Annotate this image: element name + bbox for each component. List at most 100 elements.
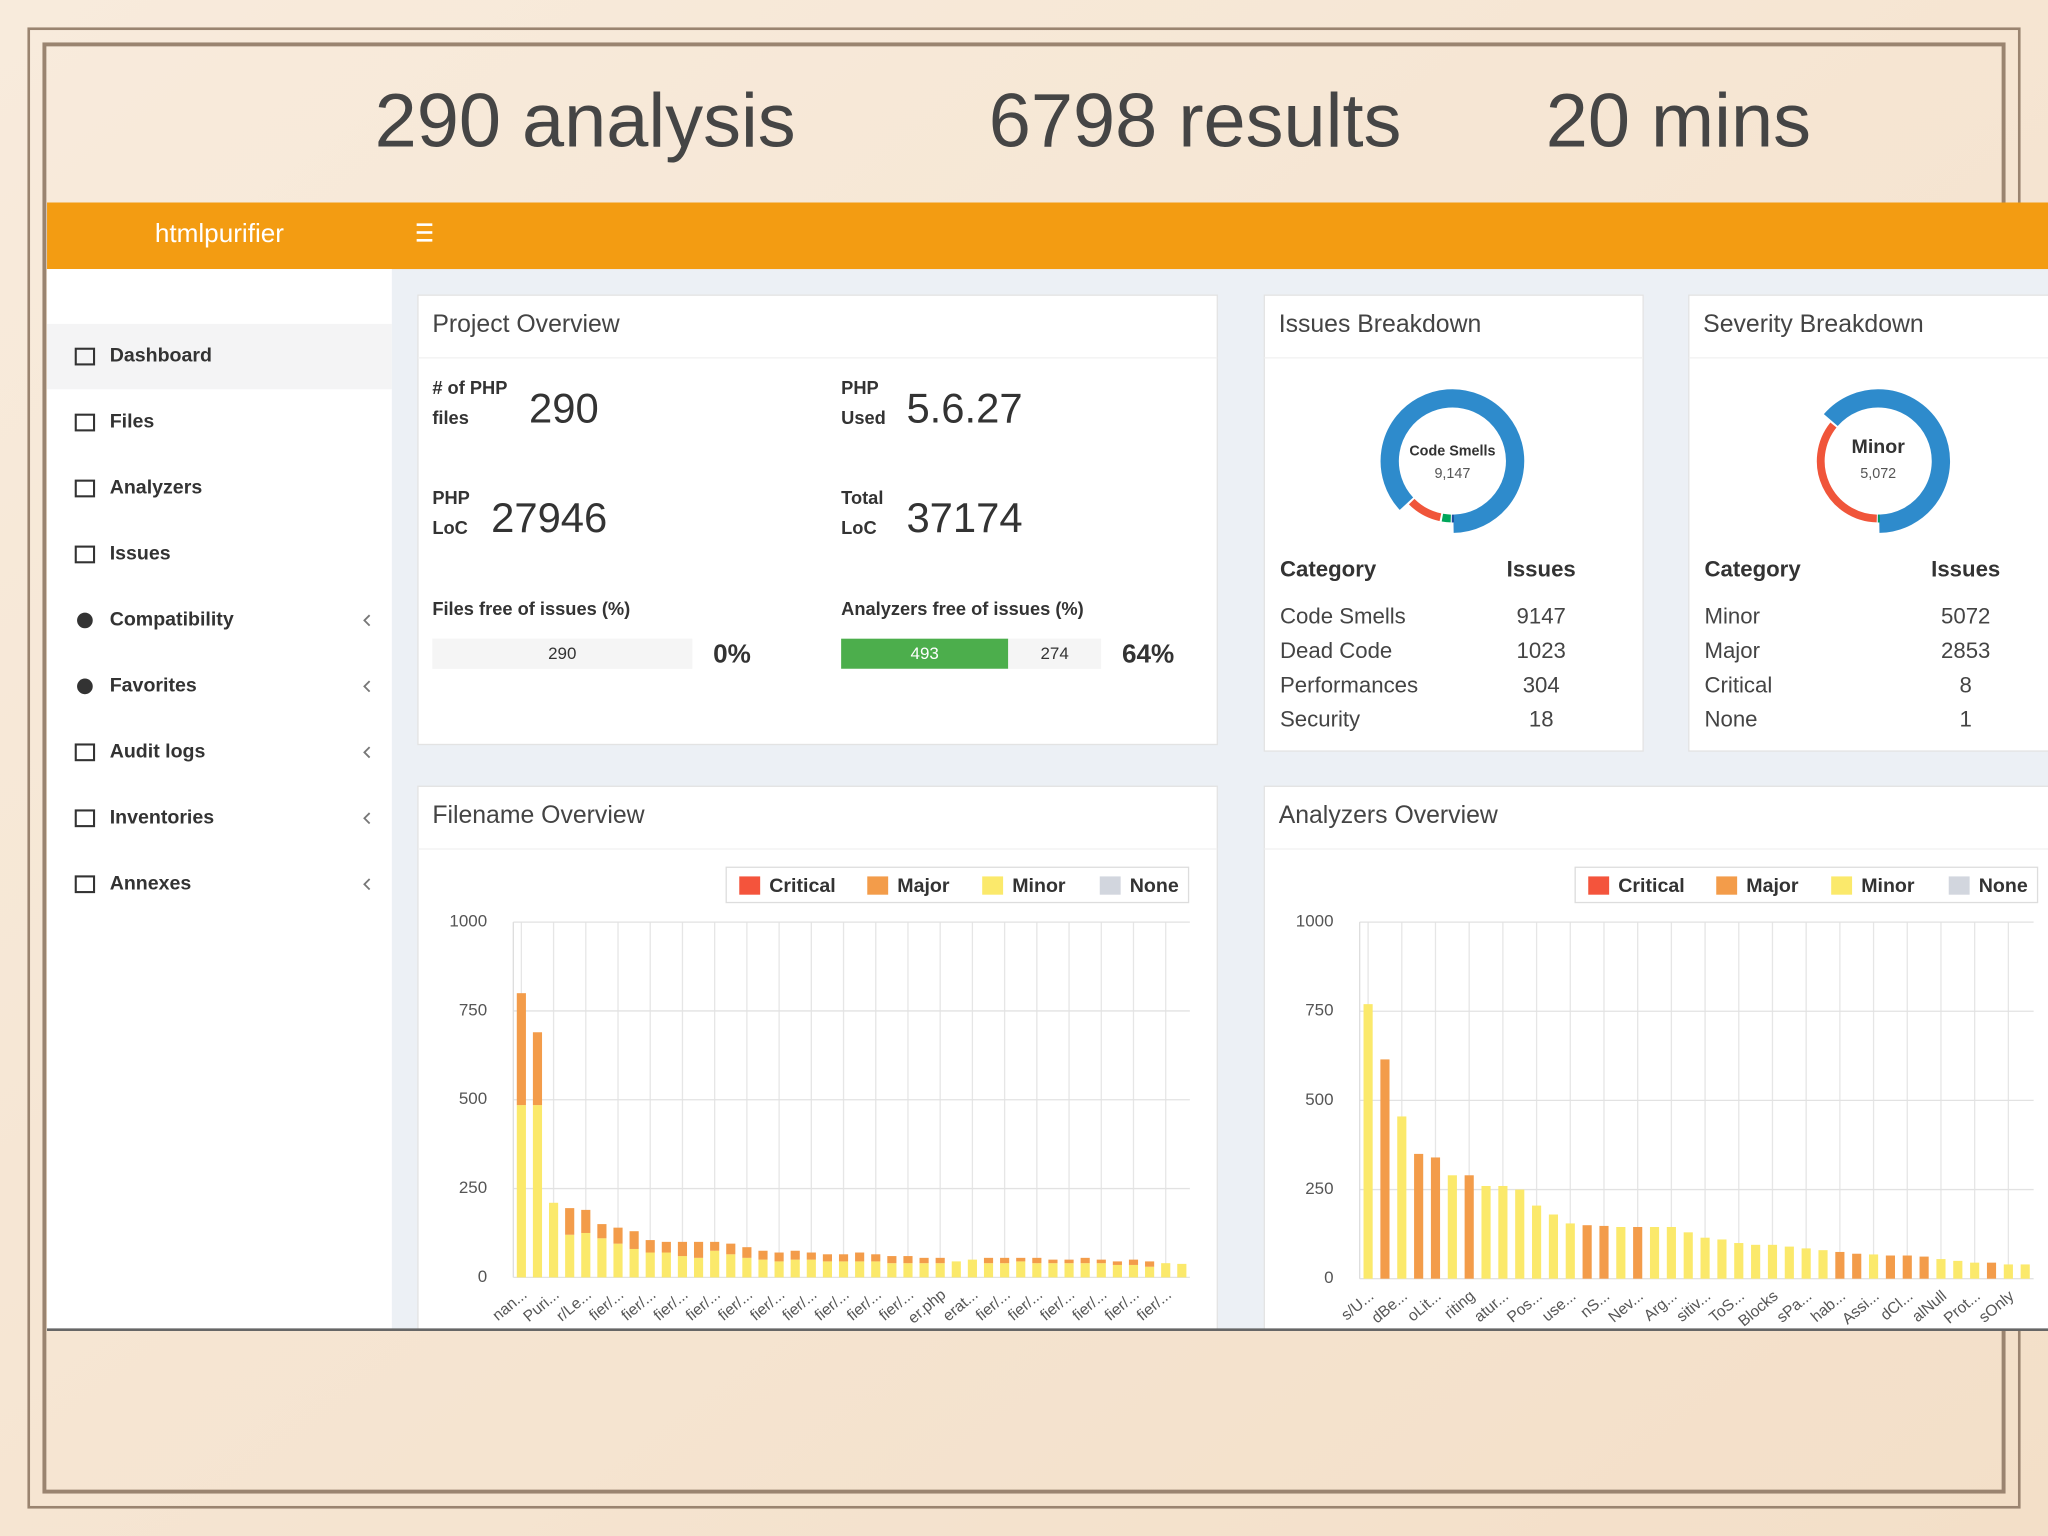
donut-label: Minor <box>1852 436 1906 458</box>
donut-value: 5,072 <box>1860 466 1896 482</box>
donut-segment <box>1816 422 1877 523</box>
bar-segment <box>645 1252 655 1278</box>
bar-segment <box>774 1252 784 1262</box>
bar-segment <box>677 1256 688 1278</box>
bar-segment <box>597 1238 607 1278</box>
nav-item[interactable]: Files <box>110 411 155 433</box>
stat: 20 mins <box>1546 79 1811 164</box>
bar-segment <box>532 1032 543 1106</box>
table-cell: Performances <box>1280 672 1418 697</box>
bar-segment <box>855 1252 865 1262</box>
donut-segment <box>1380 389 1525 533</box>
bar-segment <box>1000 1263 1010 1278</box>
legend-swatch <box>1099 876 1121 895</box>
bar-segment <box>1032 1263 1042 1278</box>
bar-segment <box>1080 1257 1090 1264</box>
bar-segment <box>1112 1261 1122 1265</box>
bar-segment <box>887 1263 897 1278</box>
bar-segment <box>838 1254 849 1262</box>
nav-item[interactable]: Inventories <box>110 806 215 828</box>
bar-segment <box>1717 1239 1727 1279</box>
sidebar <box>47 269 392 1330</box>
progress-segment <box>841 638 1009 669</box>
nav-item[interactable]: Analyzers <box>110 477 203 499</box>
menu-toggle[interactable] <box>416 223 433 242</box>
bar-segment <box>1852 1253 1862 1279</box>
bar-segment <box>726 1243 736 1255</box>
bar-segment <box>516 1105 526 1278</box>
nav-icon <box>74 809 96 828</box>
bar-segment <box>661 1252 671 1278</box>
bar-segment <box>1380 1059 1390 1279</box>
progress-label: Analyzers free of issues (%) <box>841 598 1084 619</box>
stat-label: Total <box>841 487 883 508</box>
nav-chevron <box>363 746 371 759</box>
bar-segment <box>549 1202 559 1278</box>
legend-swatch <box>1588 876 1610 895</box>
nav-item[interactable]: Dashboard <box>110 345 212 367</box>
nav-item[interactable]: Audit logs <box>110 740 206 762</box>
progress-value: 493 <box>911 644 939 663</box>
stat-value: 290 <box>529 384 599 431</box>
legend-swatch <box>739 876 761 895</box>
stat-label: # of PHP <box>432 377 507 398</box>
y-tick-label: 250 <box>1305 1179 1333 1198</box>
bar-segment <box>822 1254 832 1262</box>
bar-segment <box>710 1250 720 1278</box>
stat-label: LoC <box>841 517 877 538</box>
brand[interactable]: htmlpurifier <box>155 218 284 248</box>
bar-segment <box>1145 1266 1155 1278</box>
bar-segment <box>2003 1264 2013 1279</box>
bar-segment <box>1666 1226 1676 1279</box>
bar-segment <box>1818 1250 1828 1279</box>
donut-label: Code Smells <box>1409 444 1495 460</box>
bar-segment <box>1032 1257 1042 1264</box>
bar-segment <box>661 1241 671 1253</box>
progress-percent: 0% <box>713 639 751 669</box>
bar-segment <box>1532 1205 1542 1279</box>
bar-segment <box>1016 1257 1026 1262</box>
table-cell: Security <box>1280 707 1361 732</box>
y-tick-label: 500 <box>459 1089 487 1108</box>
nav-item[interactable]: Annexes <box>110 872 192 894</box>
progress-percent: 64% <box>1122 639 1174 669</box>
bar-segment <box>1548 1214 1559 1279</box>
bar-segment <box>1128 1259 1139 1265</box>
panel-title: Project Overview <box>432 311 619 338</box>
progress-segment <box>432 638 693 669</box>
bar-segment <box>1064 1259 1074 1264</box>
bar-segment <box>790 1259 800 1278</box>
stat-label: files <box>432 407 469 428</box>
bar-segment <box>935 1257 945 1264</box>
bar-segment <box>1363 1004 1373 1279</box>
progress-value: 290 <box>548 644 576 663</box>
table-cell: 8 <box>1960 672 1972 697</box>
panel <box>417 294 1218 746</box>
bar-segment <box>855 1261 865 1278</box>
nav-item[interactable]: Issues <box>110 543 171 565</box>
bar-segment <box>1885 1255 1895 1279</box>
panel-title: Analyzers Overview <box>1279 802 1498 829</box>
nav-item[interactable]: Compatibility <box>110 609 234 631</box>
table-cell: Major <box>1704 638 1760 663</box>
stat-label: Used <box>841 407 886 428</box>
donut-segment <box>1823 389 1951 533</box>
legend-label: Major <box>897 875 950 897</box>
nav-chevron <box>363 878 371 891</box>
nav-chevron <box>363 680 371 693</box>
bar-segment <box>774 1261 784 1278</box>
bar-segment <box>822 1261 832 1278</box>
bar-segment <box>1599 1225 1609 1279</box>
bar-segment <box>710 1241 720 1251</box>
bar-segment <box>1430 1157 1441 1279</box>
bar-segment <box>1080 1263 1090 1278</box>
legend-swatch <box>1948 876 1970 895</box>
nav-item[interactable]: Favorites <box>110 675 197 697</box>
bar-segment <box>903 1263 913 1278</box>
table-cell: Critical <box>1704 672 1772 697</box>
bar-segment <box>645 1240 655 1253</box>
bar-segment <box>1177 1263 1187 1278</box>
bar-segment <box>838 1261 849 1278</box>
bar-segment <box>983 1263 994 1278</box>
bar-segment <box>903 1256 913 1264</box>
